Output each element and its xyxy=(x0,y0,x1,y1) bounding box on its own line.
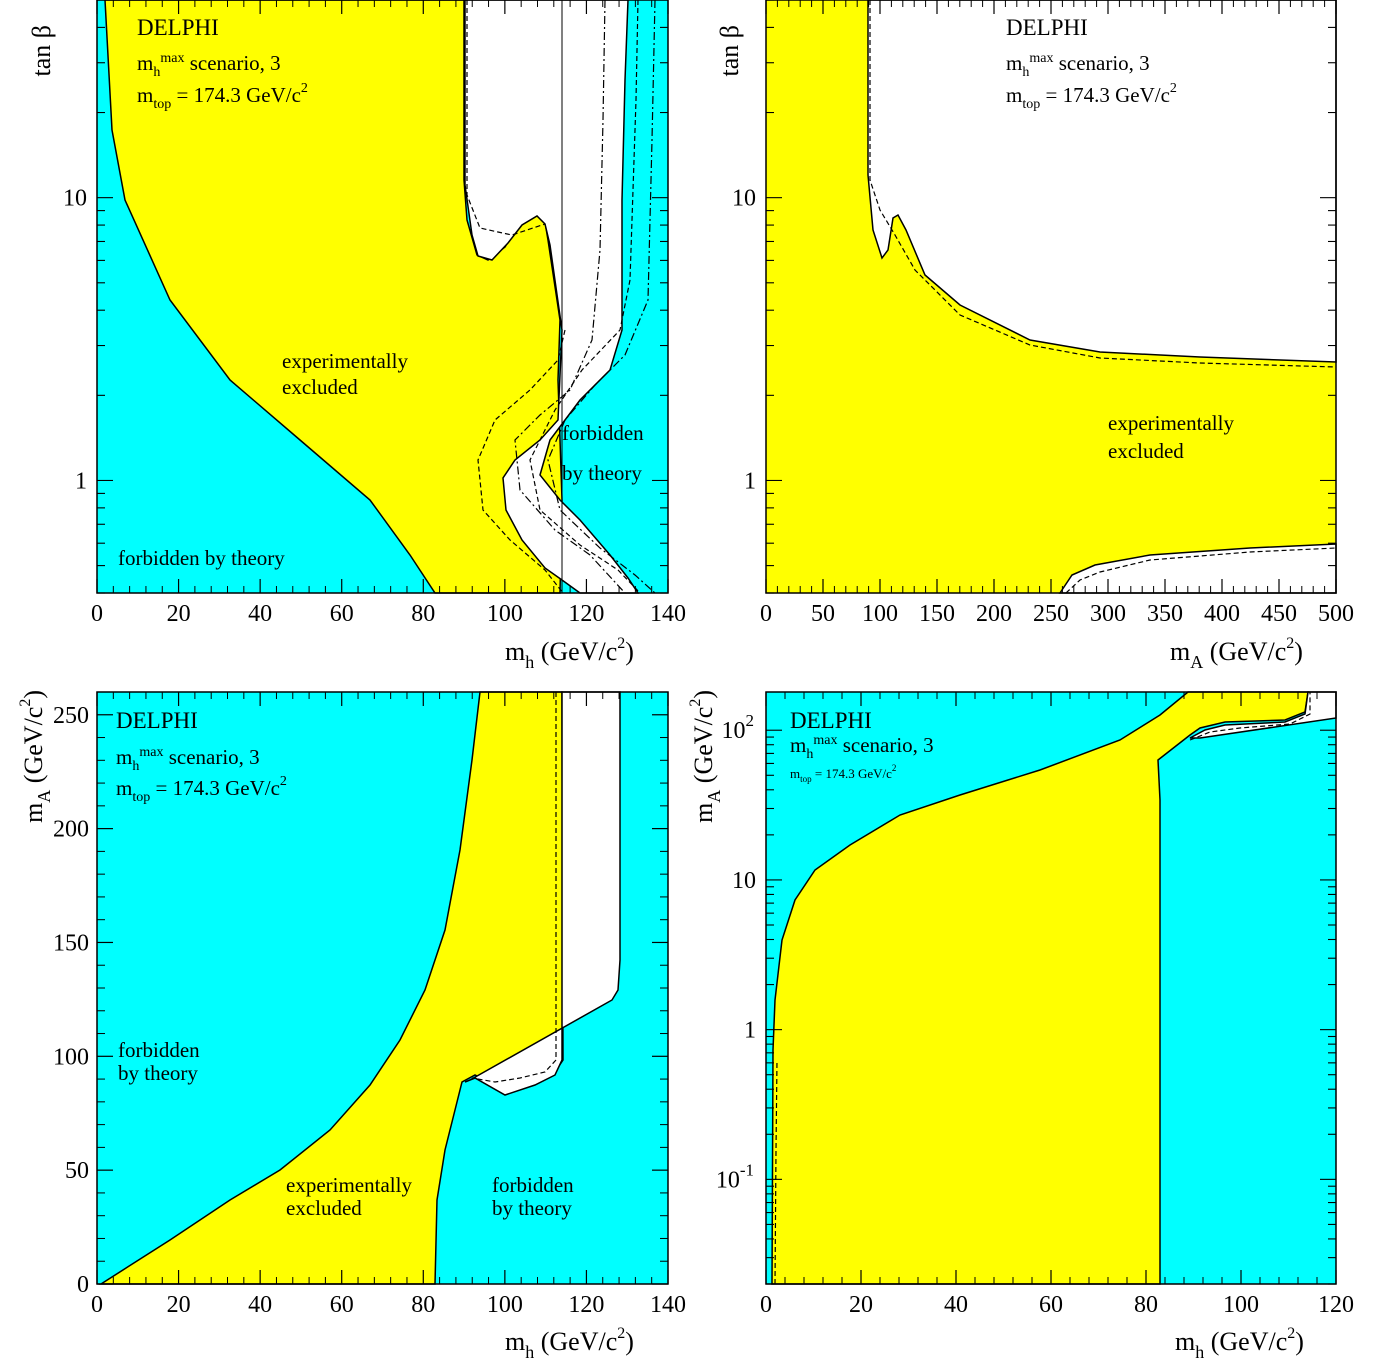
allowed-region-upper xyxy=(867,0,1337,363)
x-tick-label: 450 xyxy=(1261,601,1297,627)
y-tick-label: 200 xyxy=(53,817,89,843)
expected-limit-line xyxy=(774,692,1311,1285)
expected-limit-line xyxy=(466,0,566,594)
y-tick-label: 0 xyxy=(77,1272,89,1298)
x-tick-label: 120 xyxy=(568,1292,604,1318)
x-tick-label: 100 xyxy=(487,1292,523,1318)
x-tick-label: 80 xyxy=(411,601,435,627)
y-axis-label: mA (GeV/c2) xyxy=(17,690,54,823)
annotation-experimentally: experimentally xyxy=(286,1173,412,1197)
experiment-label: DELPHI xyxy=(137,15,219,40)
x-tick-label: 80 xyxy=(1134,1292,1158,1318)
annotation-forbidden-left: forbidden xyxy=(118,1038,200,1062)
x-tick-label: 250 xyxy=(1033,601,1069,627)
y-axis-label: tan β xyxy=(27,25,56,77)
x-tick-label: 120 xyxy=(568,601,604,627)
x-tick-label: 60 xyxy=(330,1292,354,1318)
annotation-excluded: excluded xyxy=(1108,439,1184,463)
y-tick-label: 10-1 xyxy=(716,1160,754,1193)
expected-limit-lower xyxy=(1065,547,1337,594)
x-tick-label: 0 xyxy=(91,601,103,627)
ticks: 0 20 40 60 80 100 120 140 0 50 100 150 200 250 xyxy=(53,691,686,1318)
x-tick-label: 140 xyxy=(650,601,686,627)
x-tick-label: 50 xyxy=(811,601,835,627)
annotation-excluded: excluded xyxy=(282,375,358,399)
x-tick-label: 40 xyxy=(944,1292,968,1318)
annotation-by-theory-right: by theory xyxy=(492,1196,572,1220)
experiment-label: DELPHI xyxy=(790,708,872,733)
dashed-line-b xyxy=(529,0,641,594)
y-tick-label: 250 xyxy=(53,703,89,729)
annotation-experimentally: experimentally xyxy=(282,349,408,373)
x-tick-label: 300 xyxy=(1090,601,1126,627)
x-tick-label: 40 xyxy=(248,1292,272,1318)
x-tick-label: 400 xyxy=(1204,601,1240,627)
expected-limit-line xyxy=(471,692,557,1083)
annotation-experimentally: experimentally xyxy=(1108,411,1234,435)
top-mass-label: mtop = 174.3 GeV/c2 xyxy=(790,763,896,784)
x-tick-label: 500 xyxy=(1318,601,1354,627)
x-tick-label: 200 xyxy=(976,601,1012,627)
y-tick-label: 10 xyxy=(63,186,87,212)
y-tick-label: 1 xyxy=(744,468,756,494)
annotation-by-theory: by theory xyxy=(562,461,642,485)
y-tick-label: 1 xyxy=(744,1018,756,1044)
x-tick-label: 20 xyxy=(167,1292,191,1318)
x-axis-label: mh (GeV/c2) xyxy=(505,1325,634,1360)
frame xyxy=(96,0,669,594)
x-tick-label: 20 xyxy=(849,1292,873,1318)
dashdot-line-c xyxy=(547,0,656,594)
x-tick-label: 120 xyxy=(1318,1292,1354,1318)
x-tick-label: 140 xyxy=(650,1292,686,1318)
x-axis-label: mh (GeV/c2) xyxy=(505,635,634,672)
x-axis-label: mA (GeV/c2) xyxy=(1170,635,1303,672)
x-tick-label: 60 xyxy=(330,601,354,627)
excluded-region xyxy=(771,691,1309,1285)
x-tick-label: 0 xyxy=(760,1292,772,1318)
x-tick-label: 0 xyxy=(760,601,772,627)
ticks: 0 20 40 60 80 100 120 140 1 10 xyxy=(63,0,686,627)
y-axis-label: tan β xyxy=(715,25,744,77)
y-tick-label: 102 xyxy=(722,711,755,744)
annotation-excluded: excluded xyxy=(286,1196,362,1220)
dashdot-line-a xyxy=(514,0,626,594)
expected-limit-upper xyxy=(869,0,1337,368)
y-tick-label: 100 xyxy=(53,1044,89,1070)
top-mass-label: mtop = 174.3 GeV/c2 xyxy=(1006,81,1177,112)
x-tick-label: 100 xyxy=(862,601,898,627)
annotation-forbidden-right: forbidden xyxy=(492,1173,574,1197)
y-tick-label: 1 xyxy=(75,468,87,494)
x-axis-label: mh (GeV/c2) xyxy=(1175,1325,1304,1360)
allowed-region xyxy=(464,691,621,1096)
x-tick-label: 350 xyxy=(1147,601,1183,627)
x-tick-label: 150 xyxy=(919,601,955,627)
y-tick-label: 150 xyxy=(53,930,89,956)
y-tick-label: 10 xyxy=(732,186,756,212)
x-tick-label: 100 xyxy=(487,601,523,627)
panel-bottom-left: 0 20 40 60 80 100 120 140 0 50 100 150 200 250 DELPHI… xyxy=(17,690,686,1360)
y-axis-label: mA (GeV/c2) xyxy=(687,690,724,823)
annotation-forbidden: forbidden xyxy=(562,421,644,445)
x-tick-label: 80 xyxy=(411,1292,435,1318)
x-tick-label: 20 xyxy=(167,601,191,627)
x-tick-label: 40 xyxy=(248,601,272,627)
annotation-by-theory-left: by theory xyxy=(118,1061,198,1085)
panel-top-right: 0 50 100 150 200 250 300 350 400 450 500 1 10 DELPHI… xyxy=(715,0,1354,672)
ticks: 0 50 100 150 200 250 300 350 400 450 500 1 10 xyxy=(732,0,1354,627)
top-mass-label: mtop = 174.3 GeV/c2 xyxy=(116,774,287,805)
experiment-label: DELPHI xyxy=(1006,15,1088,40)
y-tick-label: 10 xyxy=(732,868,756,894)
x-tick-label: 100 xyxy=(1223,1292,1259,1318)
x-tick-label: 0 xyxy=(91,1292,103,1318)
y-tick-label: 50 xyxy=(65,1158,89,1184)
x-tick-label: 60 xyxy=(1039,1292,1063,1318)
experiment-label: DELPHI xyxy=(116,708,198,733)
annotation-forbidden-by-theory: forbidden by theory xyxy=(118,546,285,570)
